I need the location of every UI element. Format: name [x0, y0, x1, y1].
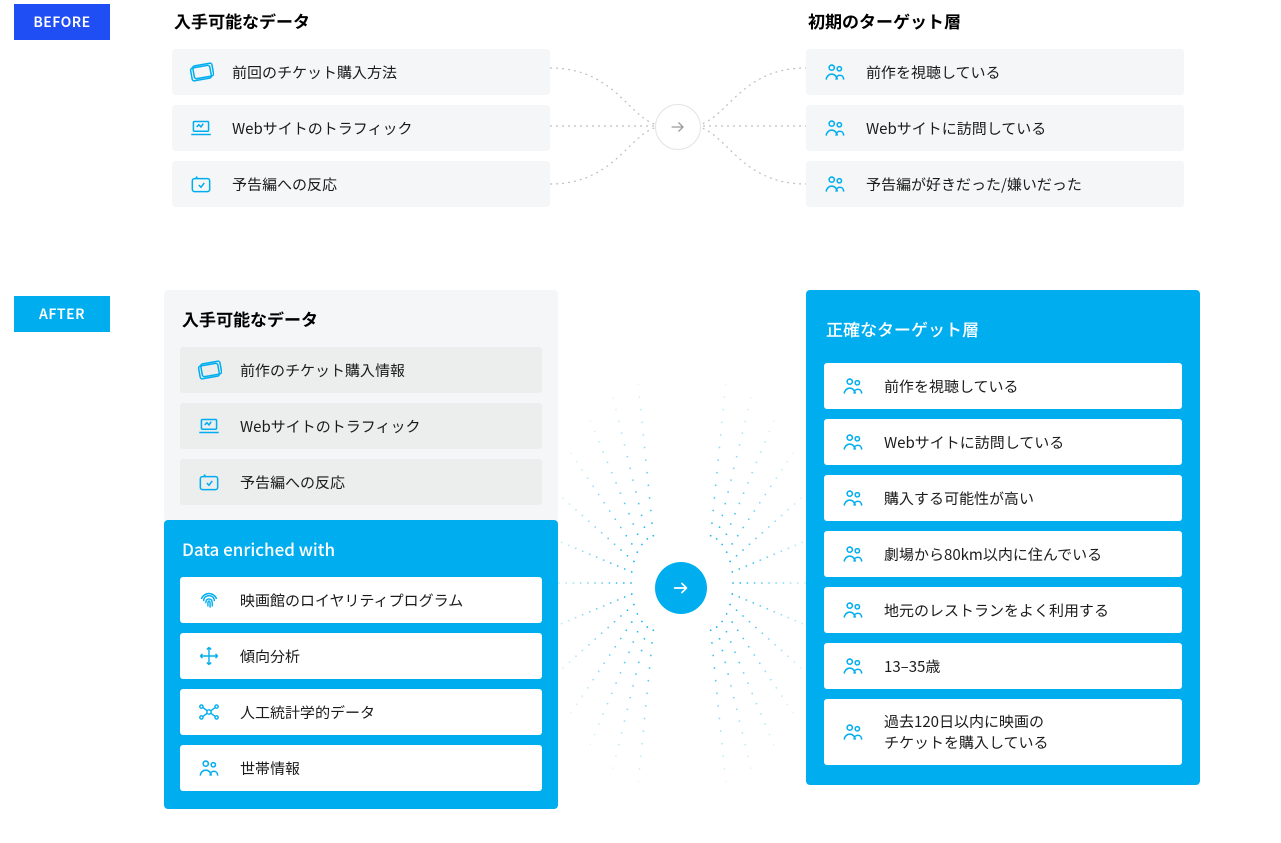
people-icon — [822, 171, 848, 197]
arrow-right-icon — [670, 577, 692, 599]
list-item-label: 地元のレストランをよく利用する — [884, 600, 1109, 621]
list-item: 人工統計学的データ — [180, 689, 542, 735]
list-item: 予告編が好きだった/嫌いだった — [806, 161, 1184, 207]
before-left-panel: 入手可能なデータ 前回のチケット購入方法 Webサイトのトラフィック予告編への反応 — [172, 8, 550, 207]
list-item: 購入する可能性が高い — [824, 475, 1182, 521]
list-item: 地元のレストランをよく利用する — [824, 587, 1182, 633]
list-item-label: 映画館のロイヤリティプログラム — [240, 590, 463, 611]
list-item-label: Webサイトのトラフィック — [232, 118, 412, 139]
list-item: 前回のチケット購入方法 — [172, 49, 550, 95]
fingerprint-icon — [196, 587, 222, 613]
list-item: 前作を視聴している — [824, 363, 1182, 409]
before-arrow-circle — [655, 104, 701, 150]
before-left-list: 前回のチケット購入方法 Webサイトのトラフィック予告編への反応 — [172, 49, 550, 207]
laptop-icon — [196, 413, 222, 439]
card-icon — [196, 357, 222, 383]
list-item-label: 前作を視聴している — [866, 62, 1001, 83]
network-icon — [196, 699, 222, 725]
list-item: 世帯情報 — [180, 745, 542, 791]
card-icon — [188, 59, 214, 85]
before-left-title: 入手可能なデータ — [172, 8, 550, 33]
people-icon — [840, 597, 866, 623]
people-icon — [822, 115, 848, 141]
list-item: 前作のチケット購入情報 — [180, 347, 542, 393]
list-item-label: 傾向分析 — [240, 646, 300, 667]
list-item: 劇場から80km以内に住んでいる — [824, 531, 1182, 577]
people-icon — [196, 755, 222, 781]
list-item-label: Webサイトに訪問している — [866, 118, 1046, 139]
people-icon — [840, 429, 866, 455]
before-right-list: 前作を視聴している Webサイトに訪問している予告編が好きだった/嫌いだった — [806, 49, 1184, 207]
people-icon — [840, 719, 866, 745]
before-right-panel: 初期のターゲット層 前作を視聴している Webサイトに訪問している予告編が好きだっ… — [806, 8, 1184, 207]
laptop-icon — [188, 115, 214, 141]
list-item: Webサイトに訪問している — [824, 419, 1182, 465]
after-enriched-list: 映画館のロイヤリティプログラム傾向分析人工統計学的データ世帯情報 — [180, 577, 542, 791]
list-item-label: 購入する可能性が高い — [884, 488, 1034, 509]
list-item-label: 前回のチケット購入方法 — [232, 62, 397, 83]
after-badge-label: AFTER — [39, 304, 85, 324]
before-badge: BEFORE — [14, 4, 110, 40]
people-icon — [840, 373, 866, 399]
after-left-panel: 入手可能なデータ 前作のチケット購入情報 Webサイトのトラフィック予告編への反応 — [164, 290, 558, 521]
list-item: Webサイトに訪問している — [806, 105, 1184, 151]
camera-icon — [196, 469, 222, 495]
list-item-label: 前作のチケット購入情報 — [240, 360, 405, 381]
list-item-label: 世帯情報 — [240, 758, 300, 779]
list-item: Webサイトのトラフィック — [172, 105, 550, 151]
list-item: 傾向分析 — [180, 633, 542, 679]
list-item-label: 劇場から80km以内に住んでいる — [884, 544, 1102, 565]
after-arrow-circle — [655, 562, 707, 614]
people-icon — [822, 59, 848, 85]
list-item-label: 過去120日以内に映画の チケットを購入している — [884, 711, 1049, 753]
list-item-label: 予告編が好きだった/嫌いだった — [866, 174, 1082, 195]
after-right-title: 正確なターゲット層 — [824, 316, 1182, 341]
after-left-title: 入手可能なデータ — [180, 306, 542, 331]
list-item-label: 人工統計学的データ — [240, 702, 375, 723]
list-item-label: 13–35歳 — [884, 656, 940, 677]
after-left-list: 前作のチケット購入情報 Webサイトのトラフィック予告編への反応 — [180, 347, 542, 505]
camera-icon — [188, 171, 214, 197]
list-item: 予告編への反応 — [180, 459, 542, 505]
list-item: 予告編への反応 — [172, 161, 550, 207]
list-item-label: Webサイトのトラフィック — [240, 416, 420, 437]
before-right-title: 初期のターゲット層 — [806, 8, 1184, 33]
list-item-label: 予告編への反応 — [232, 174, 337, 195]
before-badge-label: BEFORE — [33, 12, 90, 32]
arrows-icon — [196, 643, 222, 669]
list-item: Webサイトのトラフィック — [180, 403, 542, 449]
people-icon — [840, 541, 866, 567]
after-enriched-title: Data enriched with — [180, 536, 542, 561]
list-item: 13–35歳 — [824, 643, 1182, 689]
after-badge: AFTER — [14, 296, 110, 332]
after-right-list: 前作を視聴している Webサイトに訪問している購入する可能性が高い劇場から80km… — [824, 363, 1182, 765]
after-enriched-panel: Data enriched with 映画館のロイヤリティプログラム傾向分析人工… — [164, 520, 558, 809]
list-item-label: 予告編への反応 — [240, 472, 345, 493]
list-item: 過去120日以内に映画の チケットを購入している — [824, 699, 1182, 765]
arrow-right-icon — [668, 117, 688, 137]
after-right-panel: 正確なターゲット層 前作を視聴している Webサイトに訪問している購入する可能性が… — [806, 290, 1200, 785]
people-icon — [840, 485, 866, 511]
list-item-label: 前作を視聴している — [884, 376, 1019, 397]
list-item: 映画館のロイヤリティプログラム — [180, 577, 542, 623]
people-icon — [840, 653, 866, 679]
list-item-label: Webサイトに訪問している — [884, 432, 1064, 453]
list-item: 前作を視聴している — [806, 49, 1184, 95]
